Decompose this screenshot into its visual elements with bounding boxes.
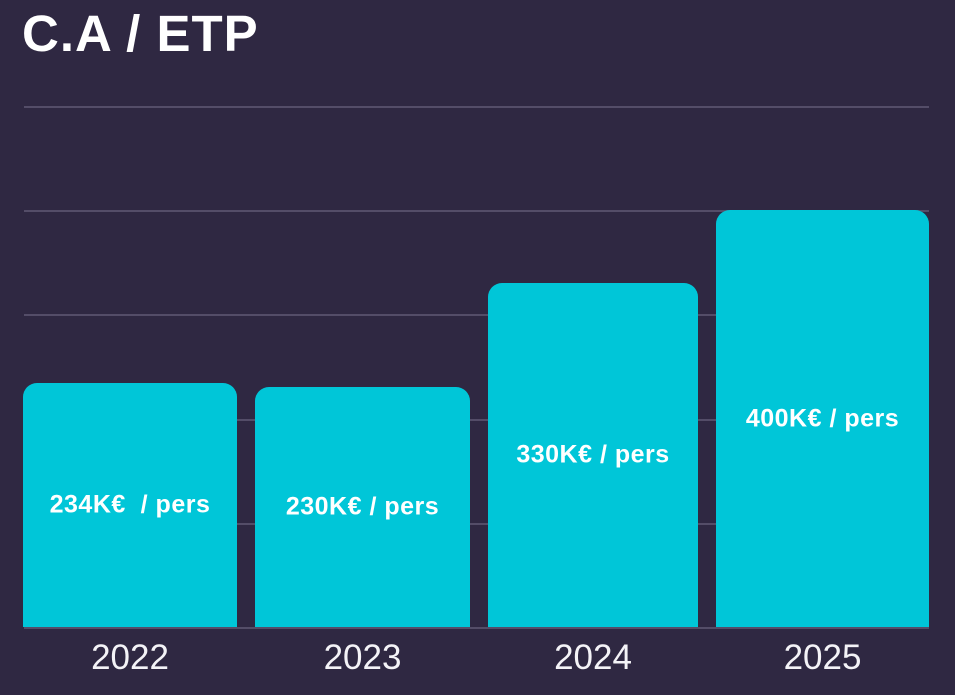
gridline: [24, 314, 929, 316]
x-axis-label-2023: 2023: [323, 638, 402, 677]
gridline: [24, 210, 929, 212]
x-axis-label-2022: 2022: [91, 638, 169, 677]
bar-2022: 234K€ / pers: [23, 383, 237, 627]
gridline: [24, 419, 929, 421]
bar-value-label-2024: 330K€ / pers: [516, 440, 670, 469]
bar-2023: 230K€ / pers: [255, 387, 470, 627]
bar-value-label-2023: 230K€ / pers: [285, 492, 440, 521]
gridline: [24, 627, 929, 629]
gridline: [24, 106, 929, 108]
x-axis-label-2024: 2024: [554, 638, 632, 677]
x-axis-label-2025: 2025: [783, 638, 862, 677]
chart-title: C.A / ETP: [22, 5, 259, 62]
bar-value-label-2022: 234K€ / pers: [49, 490, 211, 519]
bar-2024: 330K€ / pers: [488, 283, 698, 627]
bar-value-label-2025: 400K€ / pers: [745, 404, 900, 432]
gridline: [24, 523, 929, 525]
bar-2025: 400K€ / pers: [716, 210, 929, 627]
